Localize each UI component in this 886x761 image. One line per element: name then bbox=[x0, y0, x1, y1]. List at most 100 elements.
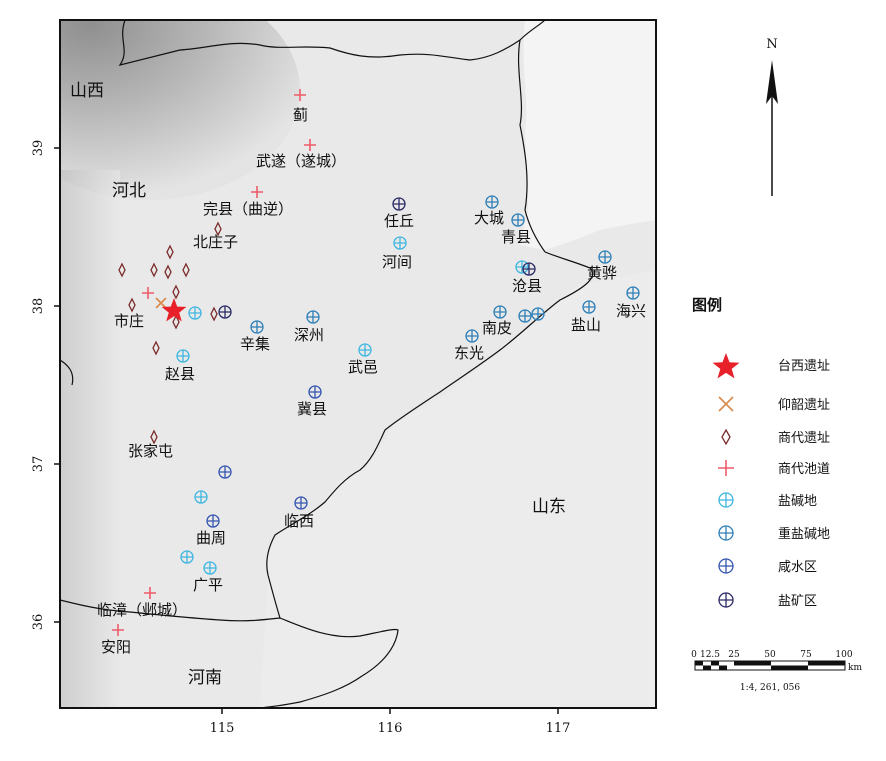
circle-plus-marker bbox=[308, 385, 322, 399]
legend-label-saline: 盐碱地 bbox=[778, 494, 817, 509]
scale-tick-75: 75 bbox=[800, 650, 812, 660]
label-ji: 蓟 bbox=[293, 106, 308, 124]
label-wusui: 武遂（遂城） bbox=[256, 152, 346, 170]
legend-label-shang-road: 商代池道 bbox=[778, 462, 830, 477]
legend-plus-icon bbox=[718, 460, 734, 476]
diamond-marker bbox=[152, 340, 160, 356]
yangshao-site-marker bbox=[155, 297, 167, 309]
circle-plus-marker bbox=[203, 561, 217, 575]
diamond-marker bbox=[128, 297, 136, 313]
diamond-marker bbox=[118, 262, 126, 278]
diamond-marker bbox=[210, 306, 218, 322]
circle-plus-marker bbox=[485, 195, 499, 209]
circle-plus-marker bbox=[518, 309, 532, 323]
scale-ratio: 1:4, 261, 056 bbox=[740, 683, 801, 693]
diamond-marker bbox=[182, 262, 190, 278]
north-label: N bbox=[766, 37, 777, 52]
circle-plus-marker bbox=[465, 329, 479, 343]
circle-plus-marker bbox=[176, 349, 190, 363]
plus-marker bbox=[304, 139, 316, 151]
circle-plus-marker bbox=[206, 514, 220, 528]
label-linzhang: 临漳（邺城） bbox=[97, 601, 187, 619]
circle-plus-marker bbox=[393, 236, 407, 250]
circle-plus-marker bbox=[531, 307, 545, 321]
circle-plus-marker bbox=[358, 343, 372, 357]
legend-star-icon bbox=[712, 353, 740, 379]
label-wuyi: 武邑 bbox=[348, 358, 378, 376]
label-qingxian: 青县 bbox=[501, 228, 531, 246]
circle-plus-marker bbox=[194, 490, 208, 504]
label-beizhuangzi: 北庄子 bbox=[193, 233, 238, 251]
label-cangxian: 沧县 bbox=[512, 277, 542, 295]
circle-plus-marker bbox=[493, 305, 507, 319]
circle-plus-marker bbox=[218, 305, 232, 319]
label-renqiu: 任丘 bbox=[384, 212, 414, 230]
province-boundaries bbox=[60, 20, 594, 708]
label-shenzhou: 深州 bbox=[294, 326, 324, 344]
circle-plus-marker bbox=[218, 465, 232, 479]
plus-marker bbox=[294, 89, 306, 101]
region-shandong: 山东 bbox=[532, 497, 566, 517]
site-symbols bbox=[112, 89, 640, 636]
circle-plus-marker bbox=[180, 550, 194, 564]
diamond-marker bbox=[150, 429, 158, 445]
y-tick-38: 38 bbox=[31, 298, 46, 315]
label-xinji: 辛集 bbox=[240, 335, 270, 353]
saline-land-markers bbox=[176, 236, 529, 575]
place-labels: 蓟 武遂（遂城） 完县（曲逆） 北庄子 市庄 赵县 辛集 深州 武邑 冀县 任丘… bbox=[97, 106, 646, 656]
diamond-marker bbox=[214, 221, 222, 237]
circle-plus-marker bbox=[250, 320, 264, 334]
label-anyang: 安阳 bbox=[101, 638, 131, 656]
salt-mine-markers bbox=[218, 197, 536, 319]
plus-marker bbox=[142, 287, 154, 299]
label-quzhou: 曲周 bbox=[196, 529, 226, 547]
legend-title: 图例 bbox=[692, 296, 722, 314]
label-huanghua: 黄骅 bbox=[587, 264, 617, 282]
heavy-saline-markers bbox=[250, 195, 640, 343]
region-henan: 河南 bbox=[188, 668, 222, 688]
circle-plus-marker bbox=[392, 197, 406, 211]
scale-tick-25: 25 bbox=[728, 650, 740, 660]
legend-circle-plus-icon bbox=[718, 592, 734, 608]
y-tick-37: 37 bbox=[31, 456, 46, 473]
legend-label-yangshao: 仰韶遗址 bbox=[778, 397, 830, 413]
legend-diamond-icon bbox=[721, 428, 731, 446]
label-yanshan: 盐山 bbox=[571, 316, 601, 334]
x-tick-116: 116 bbox=[378, 721, 403, 736]
plus-marker bbox=[144, 587, 156, 599]
circle-plus-marker bbox=[511, 213, 525, 227]
x-tick-117: 117 bbox=[546, 721, 571, 736]
label-wanxian: 完县（曲逆） bbox=[203, 200, 293, 218]
shang-road-markers bbox=[112, 89, 316, 636]
scale-tick-0: 0 bbox=[691, 650, 697, 660]
diamond-marker bbox=[172, 314, 180, 330]
label-haixing: 海兴 bbox=[616, 302, 646, 320]
label-zhaoxian: 赵县 bbox=[165, 365, 195, 383]
north-arrow-icon bbox=[766, 60, 778, 104]
legend-label-salt-water: 咸水区 bbox=[778, 560, 817, 575]
circle-plus-marker bbox=[598, 250, 612, 264]
legend-circle-plus-icon bbox=[718, 558, 734, 574]
circle-plus-marker bbox=[515, 260, 529, 274]
y-tick-39: 39 bbox=[31, 140, 46, 157]
legend-x-icon bbox=[718, 396, 734, 412]
diamond-marker bbox=[166, 244, 174, 260]
scale-unit: km bbox=[848, 663, 862, 673]
north-arrow: N bbox=[766, 37, 778, 196]
region-shanxi: 山西 bbox=[70, 81, 104, 101]
scale-tick-12.5: 12.5 bbox=[700, 650, 720, 660]
axis-ticks bbox=[54, 147, 559, 714]
legend-circle-plus-icon bbox=[718, 492, 734, 508]
legend-label-salt-mine: 盐矿区 bbox=[778, 594, 817, 609]
circle-plus-marker bbox=[626, 286, 640, 300]
x-tick-115: 115 bbox=[210, 721, 235, 736]
legend-label-shang-site: 商代遗址 bbox=[778, 431, 830, 446]
circle-plus-marker bbox=[582, 300, 596, 314]
region-hebei: 河北 bbox=[112, 181, 146, 201]
shang-site-markers bbox=[118, 221, 222, 445]
legend-label-taixi: 台西遗址 bbox=[778, 359, 830, 374]
label-dacheng: 大城 bbox=[474, 209, 504, 227]
label-guangping: 广平 bbox=[193, 576, 223, 594]
plus-marker bbox=[251, 186, 263, 198]
salt-water-markers bbox=[206, 385, 322, 528]
